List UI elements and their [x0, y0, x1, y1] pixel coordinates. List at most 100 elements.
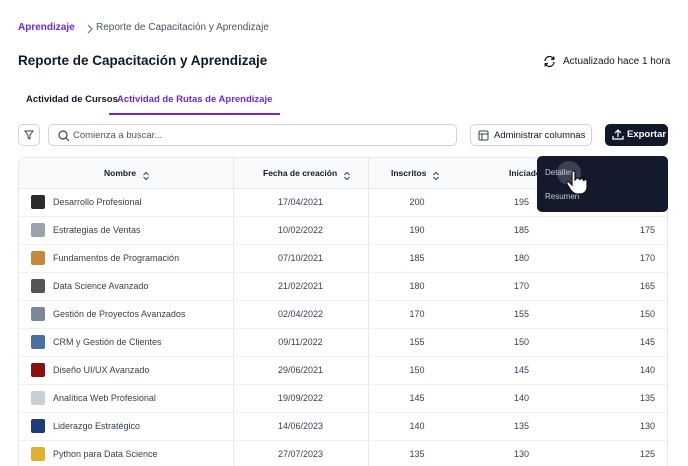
- row-cell: 150: [409, 365, 425, 375]
- row-cell: 170: [639, 253, 655, 263]
- row-cell: 175: [639, 225, 655, 235]
- row-thumbnail: [31, 391, 45, 405]
- row-cell: 17/04/2021: [277, 197, 324, 207]
- column-header: Inscritos: [391, 168, 427, 178]
- row-cell: 125: [639, 449, 655, 459]
- row-cell: 130: [639, 421, 655, 431]
- manage-columns-label: Administrar columnas: [494, 130, 586, 141]
- row-cell: 190: [409, 225, 425, 235]
- row-cell: 27/07/2023: [277, 449, 324, 459]
- row-thumbnail: [31, 307, 45, 321]
- row-divider: [19, 328, 667, 329]
- row-cell: 09/11/2022: [278, 337, 323, 347]
- filter-icon: [24, 130, 34, 140]
- menu-item[interactable]: Detalles: [545, 168, 574, 177]
- column-header: Nombre: [104, 168, 137, 178]
- row-name: Analítica Web Profesional: [53, 393, 156, 403]
- row-cell: 140: [639, 365, 655, 375]
- row-name: Gestión de Proyectos Avanzados: [53, 309, 186, 319]
- row-cell: 200: [409, 197, 425, 207]
- row-divider: [19, 384, 667, 385]
- row-cell: 14/06/2023: [277, 421, 324, 431]
- row-name: Fundamentos de Programación: [53, 253, 180, 263]
- row-cell: 10/02/2022: [277, 225, 324, 235]
- row-cell: 155: [513, 309, 529, 319]
- row-cell: 195: [513, 197, 529, 207]
- sort-icon[interactable]: [432, 168, 440, 186]
- column-header: Iniciados: [509, 168, 546, 178]
- export-icon: [612, 129, 624, 140]
- row-cell: 140: [409, 421, 425, 431]
- row-name: CRM y Gestión de Clientes: [53, 337, 162, 347]
- row-thumbnail: [31, 195, 45, 209]
- refresh-icon[interactable]: [543, 55, 556, 68]
- row-cell: 170: [513, 281, 529, 291]
- row-divider: [19, 216, 667, 217]
- row-cell: 150: [513, 337, 529, 347]
- row-name: Desarrollo Profesional: [53, 197, 142, 207]
- columns-icon: [478, 130, 489, 141]
- breadcrumb-current: Reporte de Capacitación y Aprendizaje: [96, 22, 269, 33]
- row-name: Liderazgo Estratégico: [53, 421, 141, 431]
- row-cell: 180: [513, 253, 529, 263]
- row-cell: 135: [513, 421, 529, 431]
- row-thumbnail: [31, 335, 45, 349]
- tab-active[interactable]: Actividad de Rutas de Aprendizaje: [109, 94, 281, 115]
- row-name: Diseño UI/UX Avanzado: [53, 365, 150, 375]
- cursor-hand: [566, 170, 588, 195]
- search-icon: [58, 130, 70, 142]
- breadcrumb-separator: [87, 24, 93, 34]
- row-divider: [19, 412, 667, 413]
- manage-columns-button[interactable]: Administrar columnas: [470, 124, 592, 146]
- row-cell: 29/06/2021: [277, 365, 324, 375]
- export-label: Exportar: [627, 129, 667, 140]
- row-cell: 19/09/2022: [277, 393, 324, 403]
- row-cell: 185: [409, 253, 425, 263]
- dropdown-menu: Detalles Resumen: [537, 156, 668, 212]
- row-divider: [19, 244, 667, 245]
- search-placeholder: Comienza a buscar...: [73, 130, 163, 141]
- row-cell: 145: [513, 365, 529, 375]
- updated-label: Actualizado hace 1 hora: [563, 56, 671, 67]
- row-name: Estrategias de Ventas: [53, 225, 141, 235]
- menu-item[interactable]: Resumen: [545, 192, 580, 201]
- row-cell: 07/10/2021: [277, 253, 324, 263]
- row-name: Data Science Avanzado: [53, 281, 149, 291]
- row-thumbnail: [31, 419, 45, 433]
- row-cell: 165: [639, 281, 655, 291]
- row-thumbnail: [31, 447, 45, 461]
- row-name: Python para Data Science: [53, 449, 158, 459]
- column-header: Fecha de creación: [263, 168, 338, 178]
- page-title: Reporte de Capacitación y Aprendizaje: [18, 53, 268, 68]
- row-cell: 145: [639, 337, 655, 347]
- row-cell: 130: [513, 449, 529, 459]
- column-divider: [233, 158, 234, 466]
- column-divider: [368, 158, 369, 466]
- row-cell: 155: [409, 337, 425, 347]
- row-cell: 135: [409, 449, 425, 459]
- row-divider: [19, 356, 667, 357]
- row-cell: 180: [409, 281, 425, 291]
- row-cell: 140: [513, 393, 529, 403]
- breadcrumb-link[interactable]: Aprendizaje: [18, 22, 75, 33]
- row-cell: 185: [513, 225, 529, 235]
- sort-icon[interactable]: [343, 168, 351, 186]
- tab[interactable]: Actividad de Cursos: [26, 94, 118, 105]
- filter-button[interactable]: [18, 124, 40, 146]
- search-input[interactable]: Comienza a buscar...: [48, 124, 457, 146]
- row-divider: [19, 272, 667, 273]
- row-thumbnail: [31, 279, 45, 293]
- row-cell: 02/04/2022: [277, 309, 324, 319]
- sort-icon[interactable]: [142, 168, 150, 186]
- row-thumbnail: [31, 363, 45, 377]
- row-thumbnail: [31, 251, 45, 265]
- export-button[interactable]: Exportar: [605, 124, 668, 146]
- row-cell: 170: [409, 309, 425, 319]
- row-cell: 150: [639, 309, 655, 319]
- row-cell: 135: [639, 393, 655, 403]
- row-divider: [19, 440, 667, 441]
- row-cell: 21/02/2021: [277, 281, 324, 291]
- row-thumbnail: [31, 223, 45, 237]
- row-cell: 145: [409, 393, 425, 403]
